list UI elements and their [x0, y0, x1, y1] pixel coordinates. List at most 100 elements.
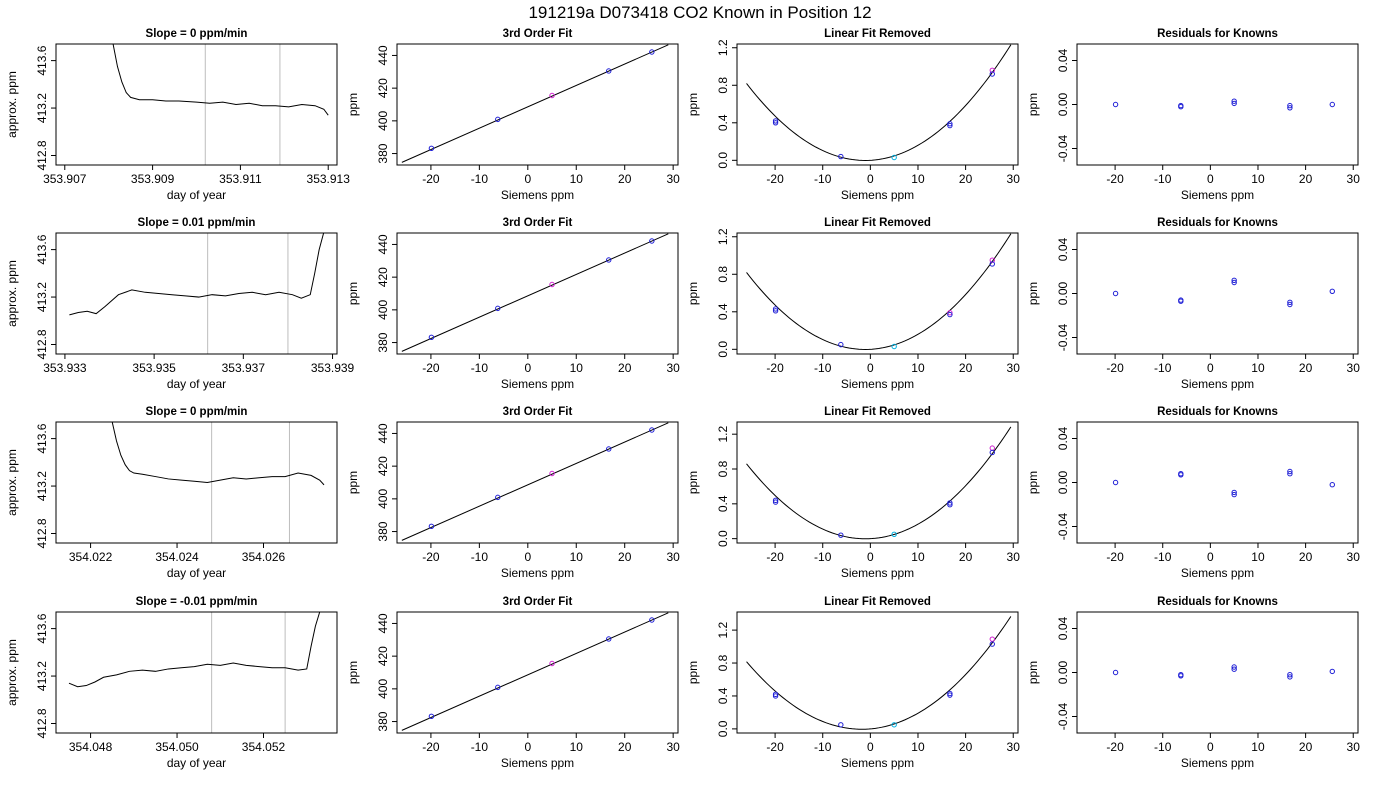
y-tick-label: 0.4 [716, 114, 730, 131]
y-tick-label: 1.2 [716, 621, 730, 638]
data-point [649, 49, 655, 55]
data-layer [1112, 277, 1335, 308]
panel-title: Residuals for Knowns [1157, 406, 1278, 418]
x-tick-label: 354.052 [242, 740, 286, 754]
data-layer [746, 233, 1012, 350]
data-point [1231, 666, 1237, 672]
panel-r3-c3: Residuals for Knowns -20 -10 0 10 20 30 -0.04 0.… [1026, 596, 1360, 770]
x-tick-label: -10 [1154, 172, 1172, 186]
x-tick-label: 353.937 [222, 361, 266, 375]
x-tick-label: 10 [570, 172, 584, 186]
panel-title: Linear Fit Removed [824, 217, 931, 229]
x-axis-label: day of year [167, 756, 226, 770]
data-point [1287, 672, 1293, 678]
data-point [606, 446, 612, 452]
data-point [549, 470, 555, 477]
y-tick-label: 0.04 [1056, 616, 1070, 640]
data-point [891, 531, 897, 537]
y-tick-label: -0.04 [1056, 513, 1070, 541]
panel-title: 3rd Order Fit [503, 406, 573, 418]
fit-curve [746, 233, 1012, 350]
x-tick-label: 20 [1299, 361, 1313, 375]
y-tick-label: 413.6 [35, 613, 49, 643]
y-axis-label: ppm [1026, 471, 1040, 494]
data-point [838, 532, 844, 538]
x-tick-label: 354.024 [155, 550, 199, 564]
trace-line [111, 422, 325, 486]
y-tick-label: 0.8 [716, 266, 730, 283]
x-tick-label: 353.939 [311, 361, 355, 375]
data-layer [68, 612, 321, 688]
panel-r0-c1: 3rd Order Fit -20 -10 0 10 20 30 380 400 420 440 Si… [346, 28, 680, 202]
x-tick-label: 354.050 [155, 740, 199, 754]
x-tick-label: 353.909 [131, 172, 175, 186]
data-point [549, 660, 555, 667]
x-tick-label: 353.911 [219, 172, 262, 186]
x-tick-label: -10 [814, 172, 832, 186]
data-point [947, 311, 953, 318]
y-tick-label: 1.2 [716, 228, 730, 245]
panel-title: Slope = 0 ppm/min [146, 406, 248, 418]
x-tick-label: 10 [911, 172, 925, 186]
panel-r2-c1: 3rd Order Fit -20 -10 0 10 20 30 380 400 420 440 Si… [346, 406, 680, 580]
y-tick-label: 400 [376, 679, 390, 699]
panel-title: Residuals for Knowns [1157, 28, 1278, 40]
data-point [891, 154, 897, 161]
plot-frame [736, 611, 1019, 734]
x-axis-label: Siemens ppm [501, 188, 574, 202]
data-point [891, 722, 897, 728]
data-point [838, 153, 844, 160]
x-tick-label: 0 [867, 172, 874, 186]
fit-curve [746, 426, 1012, 540]
y-axis-label: ppm [346, 282, 360, 305]
data-point [1178, 472, 1184, 478]
plot-frame [736, 421, 1019, 544]
y-axis-label: approx. ppm [5, 260, 19, 327]
data-point [1231, 491, 1237, 498]
y-tick-label: 0.00 [1056, 92, 1070, 116]
y-tick-label: 440 [376, 613, 390, 633]
data-layer [1112, 468, 1335, 498]
data-layer [69, 233, 325, 316]
y-tick-label: 0.0 [716, 152, 730, 169]
x-tick-label: -20 [1106, 361, 1124, 375]
y-tick-label: 440 [376, 45, 390, 65]
x-tick-label: 20 [1299, 740, 1313, 754]
x-axis-label: Siemens ppm [1181, 188, 1254, 202]
plot-frame [1076, 43, 1359, 166]
panel-r2-c2: Linear Fit Removed -20 -10 0 10 20 30 0.0 0.4 0.8… [686, 406, 1020, 580]
data-point [989, 449, 995, 456]
data-point [989, 445, 995, 451]
plot-frame [396, 421, 679, 544]
x-tick-label: -10 [814, 550, 832, 564]
x-tick-label: 30 [1007, 172, 1021, 186]
data-point [772, 120, 779, 126]
y-tick-label: 0.8 [716, 654, 730, 671]
plot-frame [396, 611, 679, 734]
data-point [1287, 102, 1293, 109]
y-tick-label: 440 [376, 234, 390, 254]
y-tick-label: 0.4 [716, 303, 730, 320]
y-tick-label: 420 [376, 78, 390, 98]
data-point [891, 343, 897, 350]
x-tick-label: 0 [1207, 740, 1214, 754]
x-axis-label: Siemens ppm [1181, 756, 1254, 770]
x-tick-label: 10 [1251, 361, 1265, 375]
data-point [1112, 101, 1119, 108]
panel-r0-c2: Linear Fit Removed -20 -10 0 10 20 30 0.0 0.4 0.8… [686, 28, 1020, 202]
y-tick-label: 420 [376, 456, 390, 476]
data-point [495, 494, 501, 501]
x-tick-label: 20 [959, 740, 973, 754]
data-point [1231, 489, 1237, 496]
x-tick-label: 20 [959, 550, 973, 564]
x-tick-label: -10 [814, 361, 832, 375]
data-point [606, 636, 612, 642]
data-point [495, 116, 501, 123]
plot-frame [1076, 421, 1359, 544]
x-tick-label: 0 [524, 550, 531, 564]
x-axis-label: day of year [167, 377, 226, 391]
x-tick-label: 30 [1007, 550, 1021, 564]
y-tick-label: 0.04 [1056, 426, 1070, 450]
data-point [1329, 101, 1335, 108]
